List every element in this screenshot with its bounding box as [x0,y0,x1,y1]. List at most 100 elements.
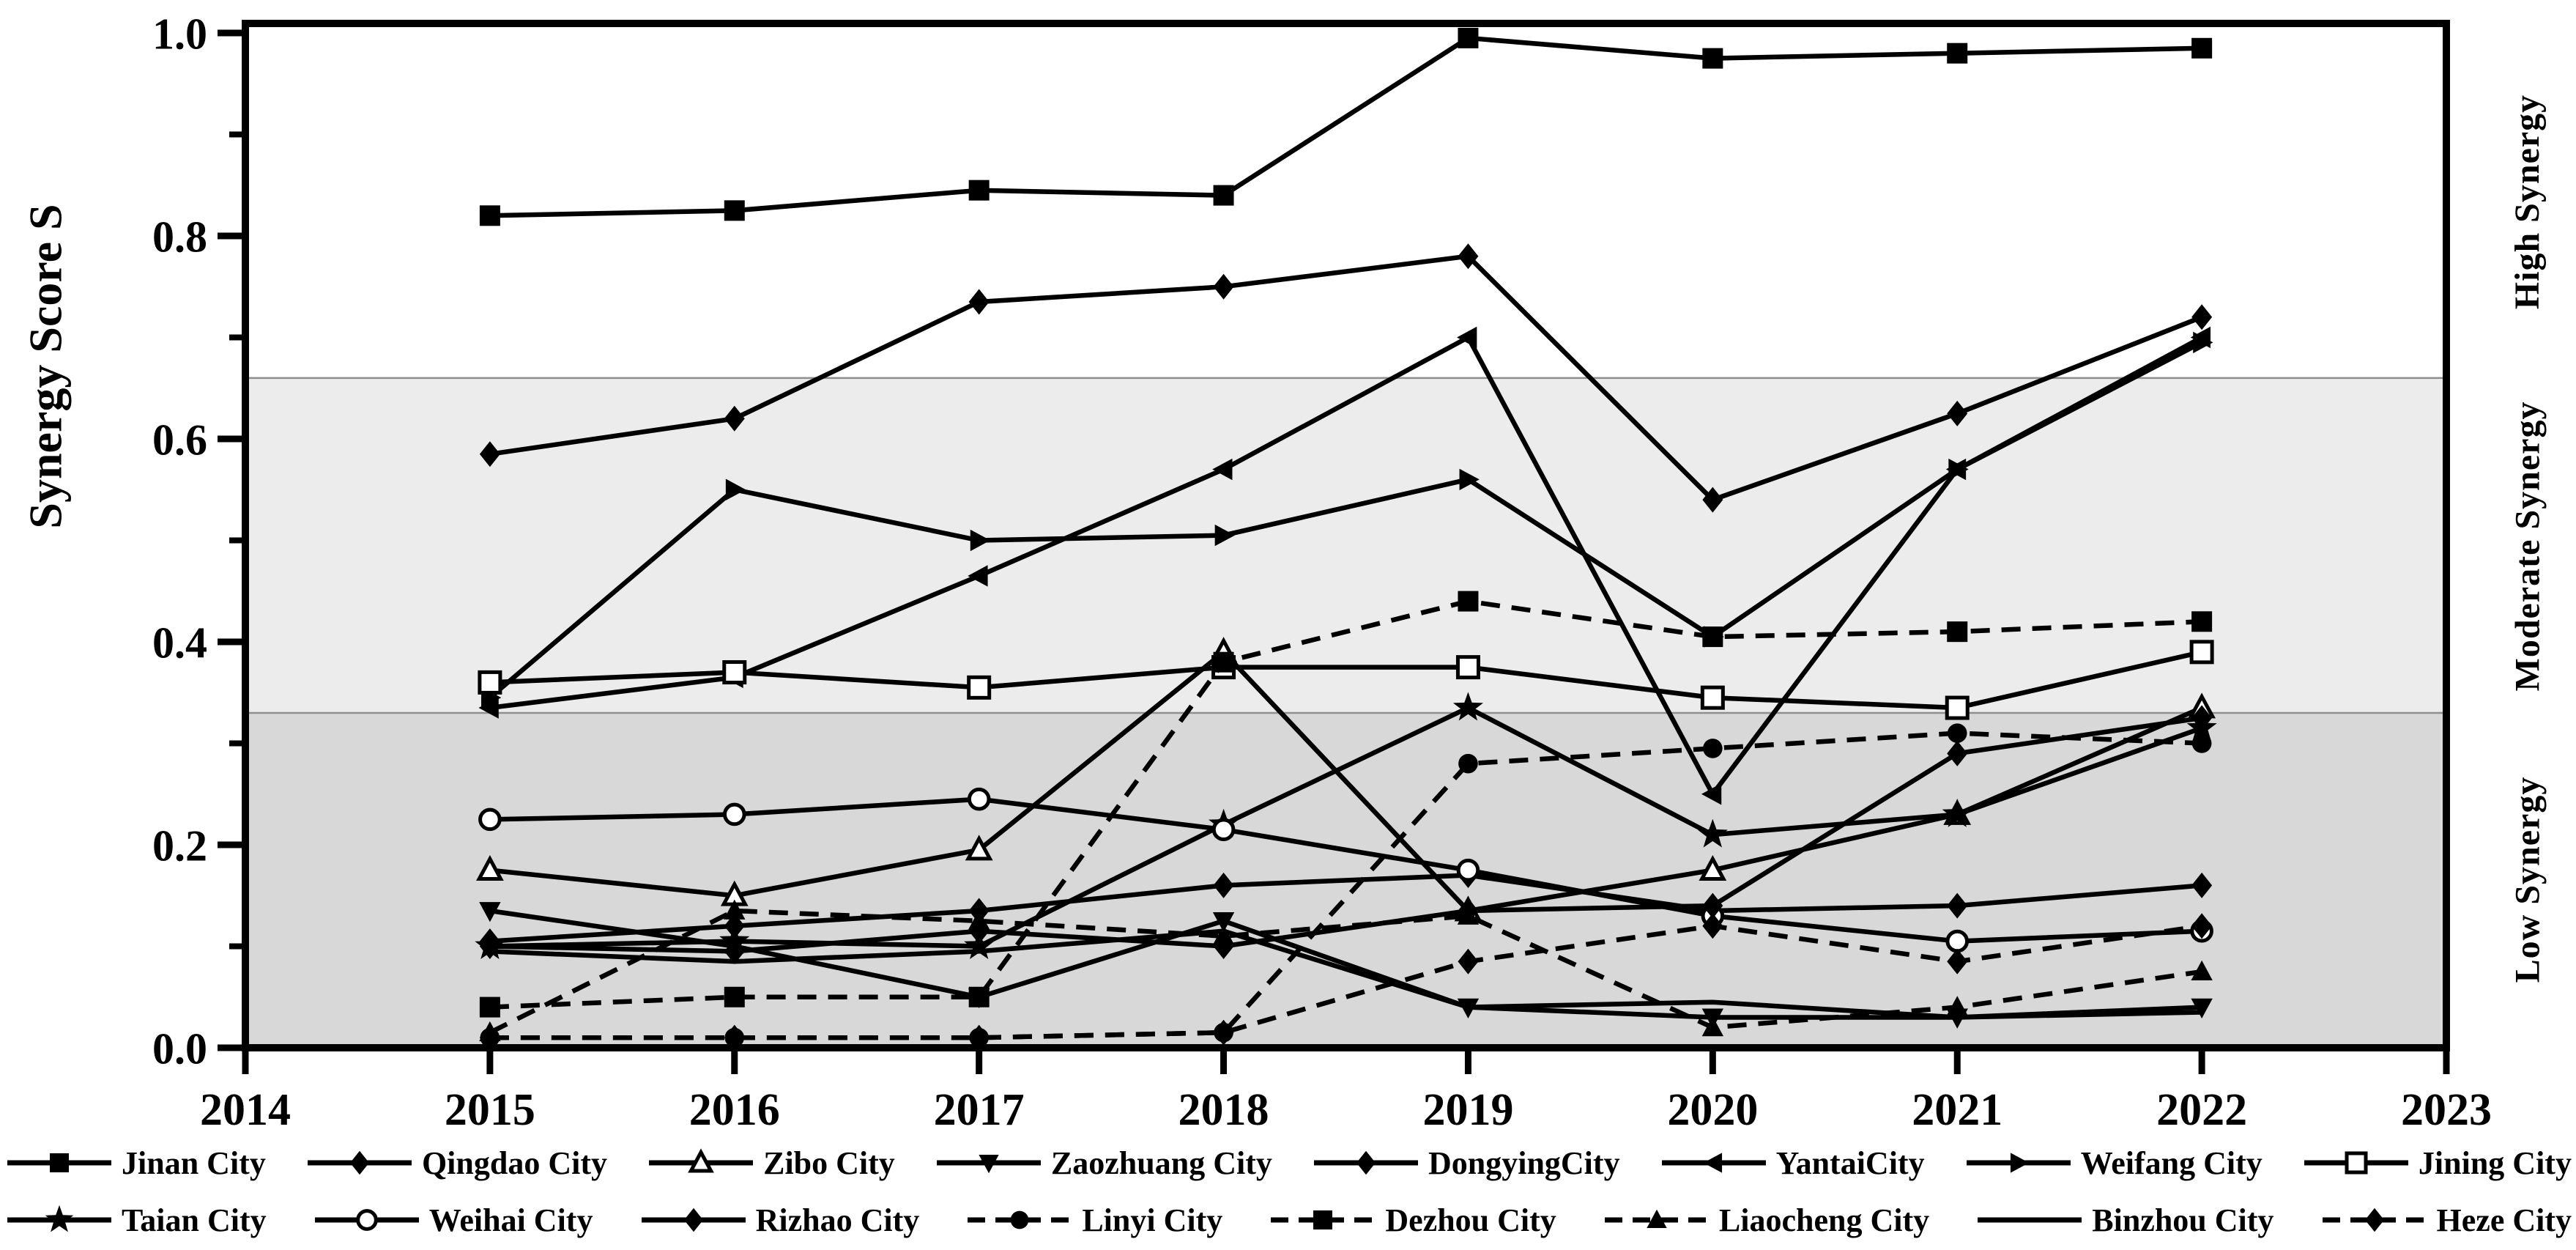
series-heze-city [479,913,2213,1051]
legend-label: YantaiCity [1775,1144,1925,1181]
series-qingdao-city [479,243,2213,513]
square-filled-marker-icon [50,1153,69,1172]
band-label-high-wrap: High Synergy [2487,29,2568,374]
y-tick-label: 0.0 [152,1025,207,1073]
triangle-left-filled-marker-icon [478,697,499,719]
band-label-low: Low Synergy [2508,776,2547,983]
triangle-up-filled-marker-icon [1212,925,1235,945]
series-line [489,715,2202,954]
legend-item-heze-city: Heze City [2320,1202,2572,1239]
legend-swatch [7,1153,111,1172]
triangle-up-open-marker-icon [965,835,993,861]
series-line [489,254,2203,503]
diamond-filled-marker-icon [2364,1208,2384,1232]
series-jinan-city [479,27,2213,226]
x-tick-label: 2020 [1667,1085,1758,1132]
diamond-filled-marker-icon [724,938,745,964]
star-filled-marker-icon [1452,692,1483,721]
series-binzhou-city [489,928,2202,1020]
square-open-marker-icon [1945,695,1970,720]
series-line [489,648,2203,914]
series-line [489,599,2202,1010]
square-open-marker-icon [722,660,747,685]
x-tick-label: 2023 [2401,1085,2492,1132]
legend-item-yantaicity: YantaiCity [1659,1144,1925,1182]
circle-filled-marker-icon [1010,1210,1029,1229]
legend-label: Binzhou City [2092,1202,2274,1238]
legend-label: DongyingCity [1428,1144,1620,1181]
triangle-up-filled-marker-icon [1457,904,1480,925]
legend-label: Rizhao City [755,1202,920,1238]
x-tick-label: 2018 [1178,1085,1269,1132]
x-tick-label: 2017 [934,1085,1025,1132]
square-open-marker-icon [2189,640,2214,665]
diamond-filled-marker-icon [1702,892,1723,919]
triangle-left-filled-marker-icon [1212,458,1233,481]
legend-swatch [314,1209,419,1231]
series-rizhao-city [479,705,2213,964]
series-line [489,334,2203,799]
square-filled-marker-icon [1947,621,1968,643]
diamond-filled-marker-icon [1947,892,1968,919]
legend-swatch [936,1154,1041,1174]
square-open-marker-icon [478,670,502,695]
diamond-filled-marker-icon [1356,1150,1376,1175]
circle-open-marker-icon [355,1209,378,1231]
diamond-filled-marker-icon [1213,1019,1234,1046]
band-label-low-wrap: Low Synergy [2487,714,2568,1044]
triangle-up-open-marker-icon [688,1148,714,1173]
series-line [489,923,2202,1040]
diamond-filled-marker-icon [968,1024,990,1051]
legend-swatch [641,1208,746,1232]
triangle-left-filled-marker-icon [1703,1153,1722,1173]
circle-filled-marker-icon [1458,753,1478,774]
legend-item-binzhou-city: Binzhou City [1975,1202,2274,1239]
legend-item-jining-city: Jining City [2301,1144,2572,1182]
triangle-up-filled-marker-icon [1701,1016,1724,1037]
diamond-filled-marker-icon [724,1024,745,1051]
square-filled-marker-icon [1213,185,1234,206]
square-filled-marker-icon [968,986,990,1007]
diamond-filled-marker-icon [1458,948,1479,975]
triangle-right-filled-marker-icon [725,478,746,500]
legend-item-taian-city: Taian City [4,1202,267,1239]
legend-label: Zaozhuang City [1050,1144,1272,1181]
triangle-left-filled-marker-icon [1701,783,1722,805]
legend-item-jinan-city: Jinan City [4,1144,266,1182]
star-filled-marker-icon [964,930,995,959]
legend-swatch [1978,1217,2082,1223]
square-open-marker-icon [2345,1151,2368,1175]
triangle-right-filled-marker-icon [2193,331,2213,354]
legend-swatch [1604,1209,1709,1229]
x-tick-label: 2021 [1912,1085,2002,1132]
band-high-synergy [245,33,2446,378]
circle-filled-marker-icon [1947,723,1967,743]
triangle-right-filled-marker-icon [2010,1153,2029,1173]
band-label-moderate-wrap: Moderate Synergy [2487,381,2568,711]
square-filled-marker-icon [724,200,745,221]
legend-swatch [1271,1210,1376,1229]
band-label-moderate: Moderate Synergy [2508,401,2547,691]
square-open-marker-icon [1700,685,1725,710]
series-line [489,873,2202,944]
series-weihai-city [478,787,2213,953]
legend-label: Liaocheng City [1718,1202,1930,1238]
square-filled-marker-icon [2191,37,2213,59]
diamond-filled-marker-icon [1702,913,1723,939]
y-axis-title-wrap: Synergy Score S [6,88,86,645]
legend-label: Linyi City [1082,1202,1223,1238]
legend-item-zaozhuang-city: Zaozhuang City [934,1144,1272,1182]
series-line [489,908,2202,1020]
legend-item-linyi-city: Linyi City [965,1202,1222,1239]
triangle-left-filled-marker-icon [1457,326,1477,349]
circle-open-marker-icon [722,802,746,826]
diamond-filled-marker-icon [1213,273,1234,300]
legend-label: Qingdao City [421,1144,607,1181]
x-tick-label: 2016 [689,1085,780,1132]
legend-row-2: Taian City Weihai City Rizhao City Linyi Ci… [4,1191,2572,1249]
legend-item-dezhou-city: Dezhou City [1268,1202,1556,1239]
legend-item-rizhao-city: Rizhao City [639,1202,920,1239]
square-filled-marker-icon [1458,591,1479,612]
legend-swatch [7,1205,111,1232]
